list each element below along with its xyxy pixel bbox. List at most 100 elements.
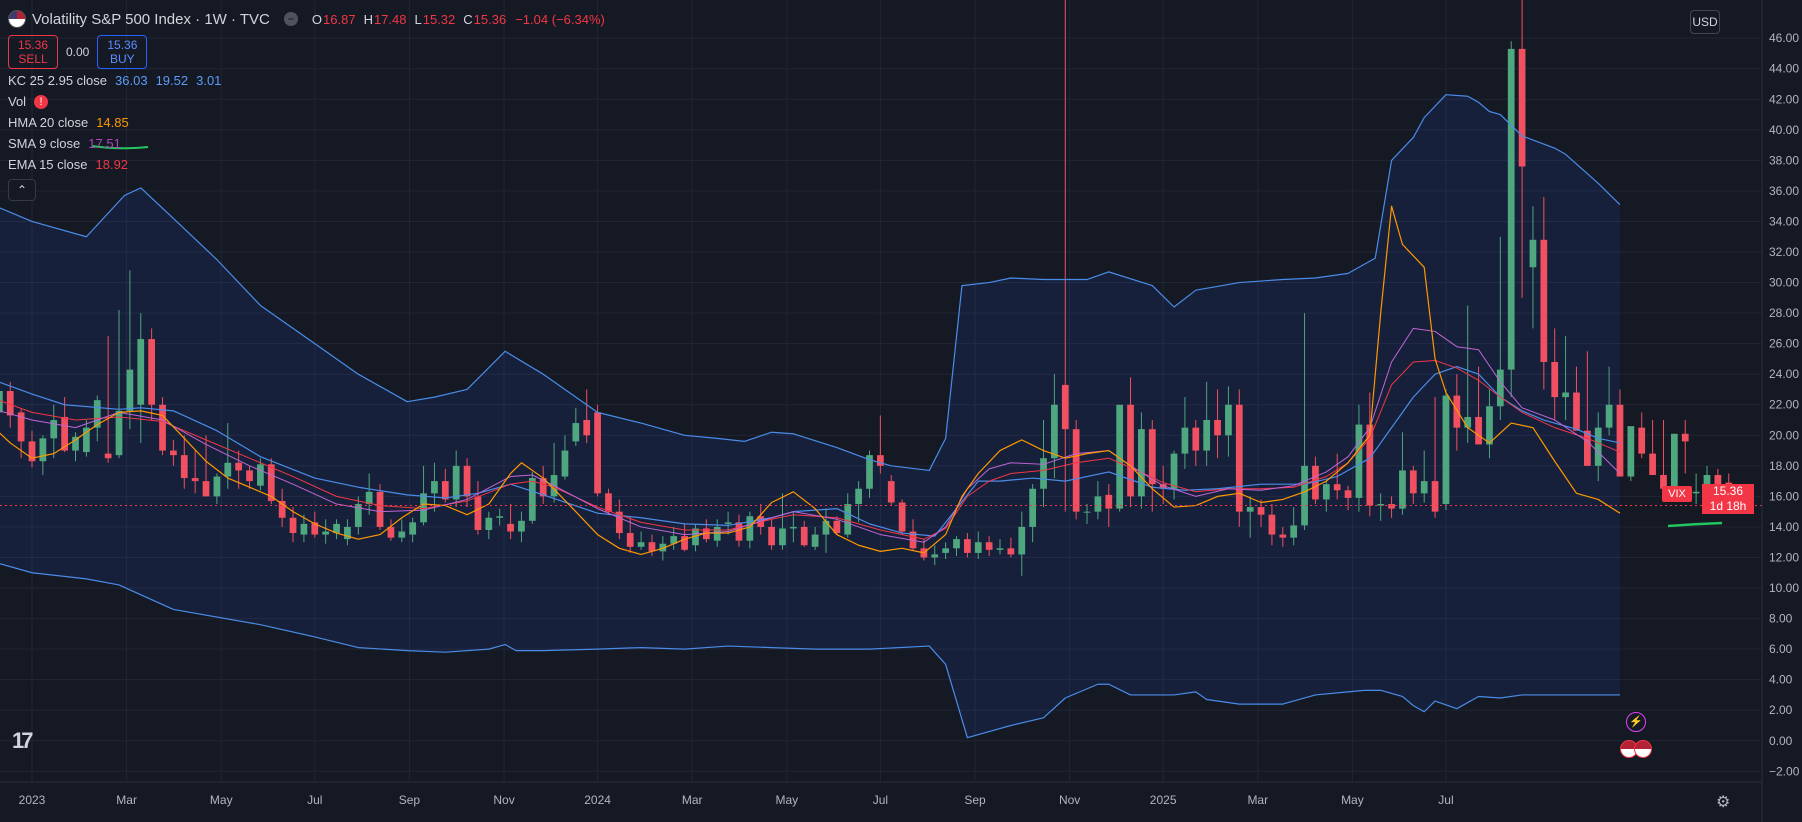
candle-body xyxy=(648,542,656,552)
candle-body xyxy=(1192,427,1200,451)
settings-gear-icon[interactable]: ⚙ xyxy=(1716,794,1731,811)
candle-body xyxy=(637,542,645,547)
more-options-icon[interactable]: − xyxy=(283,12,298,26)
warning-icon[interactable]: ! xyxy=(34,94,49,109)
indicator-row[interactable]: SMA 9 close 17.51 xyxy=(8,133,613,154)
ohlc-item: L15.32 xyxy=(415,12,456,27)
candle-body xyxy=(409,522,417,535)
indicator-name: SMA 9 close xyxy=(8,136,81,151)
symbol-title[interactable]: Volatility S&P 500 Index · 1W · TVC xyxy=(32,10,270,28)
price-tick-label: 28.00 xyxy=(1769,306,1799,320)
candle-body xyxy=(942,548,950,553)
indicator-name: EMA 15 close xyxy=(8,157,88,172)
candle-body xyxy=(289,517,297,534)
price-tick-label: 24.00 xyxy=(1769,367,1799,381)
ohlc-key: H xyxy=(363,12,373,27)
candle-body xyxy=(964,539,971,553)
indicator-name: HMA 20 close xyxy=(8,115,89,130)
sell-button[interactable]: 15.36 SELL xyxy=(8,35,58,69)
candle-body xyxy=(1714,475,1722,491)
candle-body xyxy=(180,455,188,479)
candle-body xyxy=(594,412,601,494)
candle-body xyxy=(115,410,123,456)
candle-body xyxy=(224,462,232,477)
candle-body xyxy=(148,339,156,405)
hma-line xyxy=(0,205,1621,556)
ohlc-value: 15.36 xyxy=(473,12,507,27)
candle-body xyxy=(1399,470,1406,509)
indicator-row[interactable]: EMA 15 close 18.92 xyxy=(8,154,613,175)
candle-body xyxy=(659,543,667,552)
price-tick-label: 26.00 xyxy=(1769,337,1799,351)
sell-label: SELL xyxy=(18,52,48,66)
indicator-row[interactable]: Vol! xyxy=(8,91,613,112)
indicator-row[interactable]: HMA 20 close 14.85 xyxy=(8,112,613,133)
candle-body xyxy=(1235,404,1243,512)
candle-body xyxy=(1562,392,1569,398)
candle-body xyxy=(1388,504,1395,509)
buy-label: BUY xyxy=(110,52,135,66)
buy-button[interactable]: 15.36 BUY xyxy=(97,35,148,69)
candle-body xyxy=(1029,488,1037,527)
candle-body xyxy=(1464,416,1472,428)
price-tick-label: 40.00 xyxy=(1769,123,1799,137)
indicator-value: 14.85 xyxy=(96,115,129,130)
time-tick-label: Mar xyxy=(116,793,137,807)
candle-body xyxy=(735,522,743,541)
price-tick-label: 4.00 xyxy=(1769,673,1793,687)
time-tick-label: May xyxy=(1341,793,1364,807)
candle-body xyxy=(702,528,710,540)
time-tick-label: Nov xyxy=(1059,793,1080,807)
spread-value: 0.00 xyxy=(66,45,90,59)
candle-body xyxy=(507,523,514,532)
indicator-name: KC 25 2.95 close xyxy=(8,73,108,88)
ohlc-value: 15.32 xyxy=(422,12,456,27)
ohlc-value: −1.04 (−6.34%) xyxy=(515,12,605,27)
candle-body xyxy=(876,455,884,466)
candle-body xyxy=(202,481,210,497)
candle-body xyxy=(528,478,536,521)
candle-body xyxy=(996,548,1004,550)
candle-body xyxy=(572,423,580,442)
candle-body xyxy=(1551,361,1559,398)
ohlc-item: O16.87 xyxy=(312,12,356,27)
candle-body xyxy=(441,481,449,500)
price-axis[interactable] xyxy=(1762,0,1802,782)
indicator-row[interactable]: KC 25 2.95 close 36.03 19.52 3.01 xyxy=(8,70,613,91)
time-tick-label: Sep xyxy=(399,793,421,807)
lightning-icon[interactable]: ⚡ xyxy=(1626,712,1646,732)
candle-body xyxy=(1105,494,1113,509)
currency-selector[interactable]: USD xyxy=(1690,10,1720,34)
price-tick-label: 36.00 xyxy=(1769,184,1799,198)
candle-body xyxy=(1051,404,1058,459)
keltner-channel-fill xyxy=(0,94,1620,738)
ohlc-key: L xyxy=(414,12,422,27)
price-tick-label: 44.00 xyxy=(1769,62,1799,76)
candle-body xyxy=(485,517,493,530)
candle-body xyxy=(354,504,362,527)
candle-body xyxy=(257,464,264,486)
candle-body xyxy=(333,523,340,534)
events-flags-icon[interactable] xyxy=(1620,740,1652,763)
candle-body xyxy=(137,339,145,405)
candle-body xyxy=(1573,392,1580,431)
candle-body xyxy=(278,500,286,518)
candle-body xyxy=(191,478,199,482)
ohlc-value: 17.48 xyxy=(373,12,407,27)
candle-body xyxy=(898,502,906,532)
candle-body xyxy=(887,481,895,503)
candle-body xyxy=(1007,548,1015,555)
candle-body xyxy=(855,488,862,505)
tradingview-logo[interactable]: 17 xyxy=(12,728,34,753)
candle-body xyxy=(713,526,721,541)
time-axis-labels: 2023 Mar May Jul Sep Nov 2024 Mar May Jul Sep Nov 20… xyxy=(19,793,1454,807)
collapse-legend-button[interactable]: ⌃ xyxy=(8,179,36,201)
candle-body xyxy=(83,427,90,453)
candle-body xyxy=(322,531,330,535)
candle-body xyxy=(170,450,177,456)
candle-body xyxy=(1138,429,1145,497)
candle-body xyxy=(1409,470,1417,494)
candle-body xyxy=(1301,465,1308,526)
price-tick-label: 46.00 xyxy=(1769,31,1799,45)
